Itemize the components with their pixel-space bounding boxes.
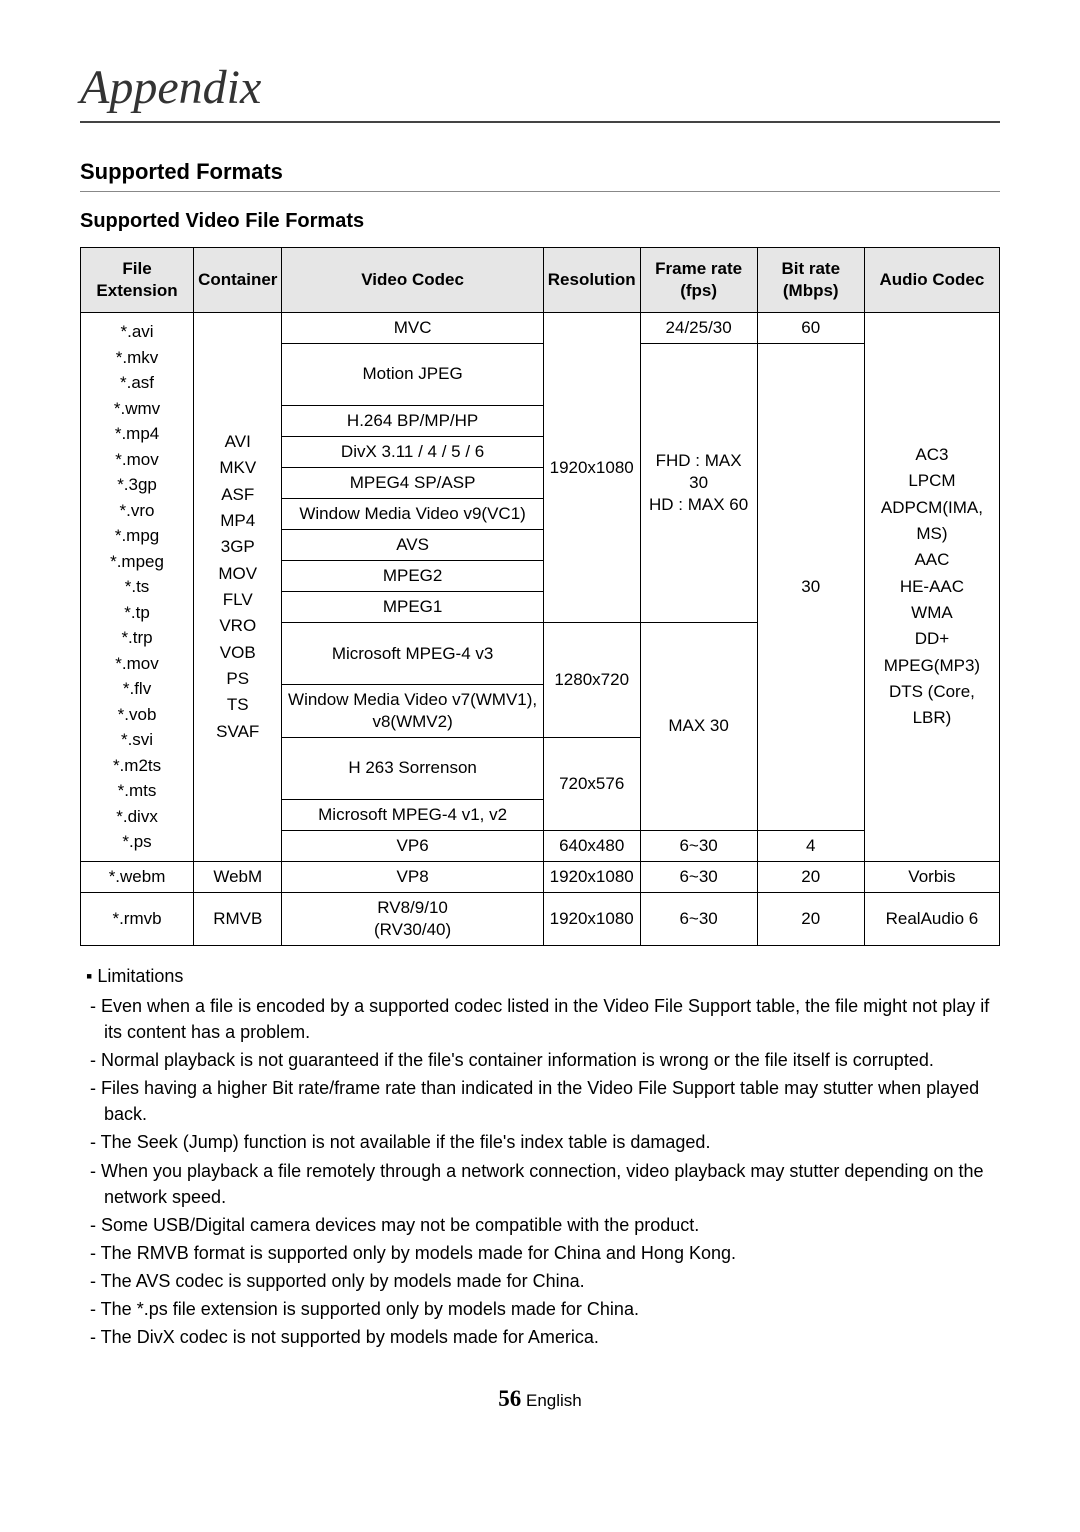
list-item: The RMVB format is supported only by mod… <box>90 1240 1000 1266</box>
cell-codec: RV8/9/10(RV30/40) <box>282 892 543 945</box>
cell-codec: Window Media Video v7(WMV1), v8(WMV2) <box>282 684 543 737</box>
page-footer: 56 English <box>80 1386 1000 1412</box>
list-item: Normal playback is not guaranteed if the… <box>90 1047 1000 1073</box>
cell-codec: MPEG1 <box>282 592 543 623</box>
cell-fps: MAX 30 <box>640 623 757 830</box>
page-title: Appendix <box>80 60 1000 123</box>
cell-codec: Window Media Video v9(VC1) <box>282 499 543 530</box>
cell-codec: Microsoft MPEG-4 v1, v2 <box>282 799 543 830</box>
limitations-label: Limitations <box>97 966 183 986</box>
list-item: Some USB/Digital camera devices may not … <box>90 1212 1000 1238</box>
cell-fps: 6~30 <box>640 830 757 861</box>
cell-codec: MPEG4 SP/ASP <box>282 467 543 498</box>
cell-fps: 24/25/30 <box>640 313 757 344</box>
cell-file-extensions: *.avi*.mkv*.asf*.wmv*.mp4*.mov*.3gp*.vro… <box>81 313 194 862</box>
cell-ext: *.webm <box>81 861 194 892</box>
cell-audio-codec: AC3LPCMADPCM(IMA, MS)AACHE-AACWMADD+MPEG… <box>864 313 999 862</box>
table-row: *.rmvb RMVB RV8/9/10(RV30/40) 1920x1080 … <box>81 892 1000 945</box>
cell-codec: DivX 3.11 / 4 / 5 / 6 <box>282 436 543 467</box>
cell-bitrate: 30 <box>757 344 864 830</box>
cell-resolution: 1920x1080 <box>543 892 640 945</box>
cell-audio: Vorbis <box>864 861 999 892</box>
cell-audio: RealAudio 6 <box>864 892 999 945</box>
cell-containers: AVIMKVASFMP43GPMOVFLVVROVOBPSTSSVAF <box>194 313 282 862</box>
th-frame-rate: Frame rate (fps) <box>640 248 757 313</box>
list-item: The *.ps file extension is supported onl… <box>90 1296 1000 1322</box>
section-heading: Supported Formats <box>80 159 1000 192</box>
th-video-codec: Video Codec <box>282 248 543 313</box>
cell-codec: AVS <box>282 530 543 561</box>
cell-codec: Motion JPEG <box>282 344 543 405</box>
cell-resolution: 720x576 <box>543 738 640 831</box>
cell-codec: Microsoft MPEG-4 v3 <box>282 623 543 684</box>
th-container: Container <box>194 248 282 313</box>
list-item: Even when a file is encoded by a support… <box>90 993 1000 1045</box>
list-item: The Seek (Jump) function is not availabl… <box>90 1129 1000 1155</box>
cell-bitrate: 20 <box>757 861 864 892</box>
cell-resolution: 1920x1080 <box>543 861 640 892</box>
cell-bitrate: 60 <box>757 313 864 344</box>
th-audio-codec: Audio Codec <box>864 248 999 313</box>
th-resolution: Resolution <box>543 248 640 313</box>
cell-container: WebM <box>194 861 282 892</box>
cell-codec: MPEG2 <box>282 561 543 592</box>
cell-codec: H 263 Sorrenson <box>282 738 543 799</box>
list-item: The AVS codec is supported only by model… <box>90 1268 1000 1294</box>
formats-table: File Extension Container Video Codec Res… <box>80 247 1000 946</box>
list-item: The DivX codec is not supported by model… <box>90 1324 1000 1350</box>
cell-codec: MVC <box>282 313 543 344</box>
limitations-heading: ▪ Limitations <box>86 966 1000 987</box>
cell-bitrate: 4 <box>757 830 864 861</box>
cell-resolution: 1280x720 <box>543 623 640 738</box>
cell-container: RMVB <box>194 892 282 945</box>
page-number: 56 <box>498 1386 521 1411</box>
cell-fps: FHD : MAX 30HD : MAX 60 <box>640 344 757 623</box>
table-row: *.avi*.mkv*.asf*.wmv*.mp4*.mov*.3gp*.vro… <box>81 313 1000 344</box>
cell-fps: 6~30 <box>640 892 757 945</box>
cell-bitrate: 20 <box>757 892 864 945</box>
limitations-list: Even when a file is encoded by a support… <box>80 993 1000 1350</box>
list-item: When you playback a file remotely throug… <box>90 1158 1000 1210</box>
cell-resolution: 1920x1080 <box>543 313 640 623</box>
cell-codec: H.264 BP/MP/HP <box>282 405 543 436</box>
table-header-row: File Extension Container Video Codec Res… <box>81 248 1000 313</box>
th-file-extension: File Extension <box>81 248 194 313</box>
cell-codec: VP6 <box>282 830 543 861</box>
page-lang: English <box>526 1391 582 1410</box>
subsection-heading: Supported Video File Formats <box>80 210 1000 233</box>
list-item: Files having a higher Bit rate/frame rat… <box>90 1075 1000 1127</box>
table-row: *.webm WebM VP8 1920x1080 6~30 20 Vorbis <box>81 861 1000 892</box>
th-bit-rate: Bit rate (Mbps) <box>757 248 864 313</box>
cell-resolution: 640x480 <box>543 830 640 861</box>
cell-ext: *.rmvb <box>81 892 194 945</box>
cell-fps: 6~30 <box>640 861 757 892</box>
cell-codec: VP8 <box>282 861 543 892</box>
